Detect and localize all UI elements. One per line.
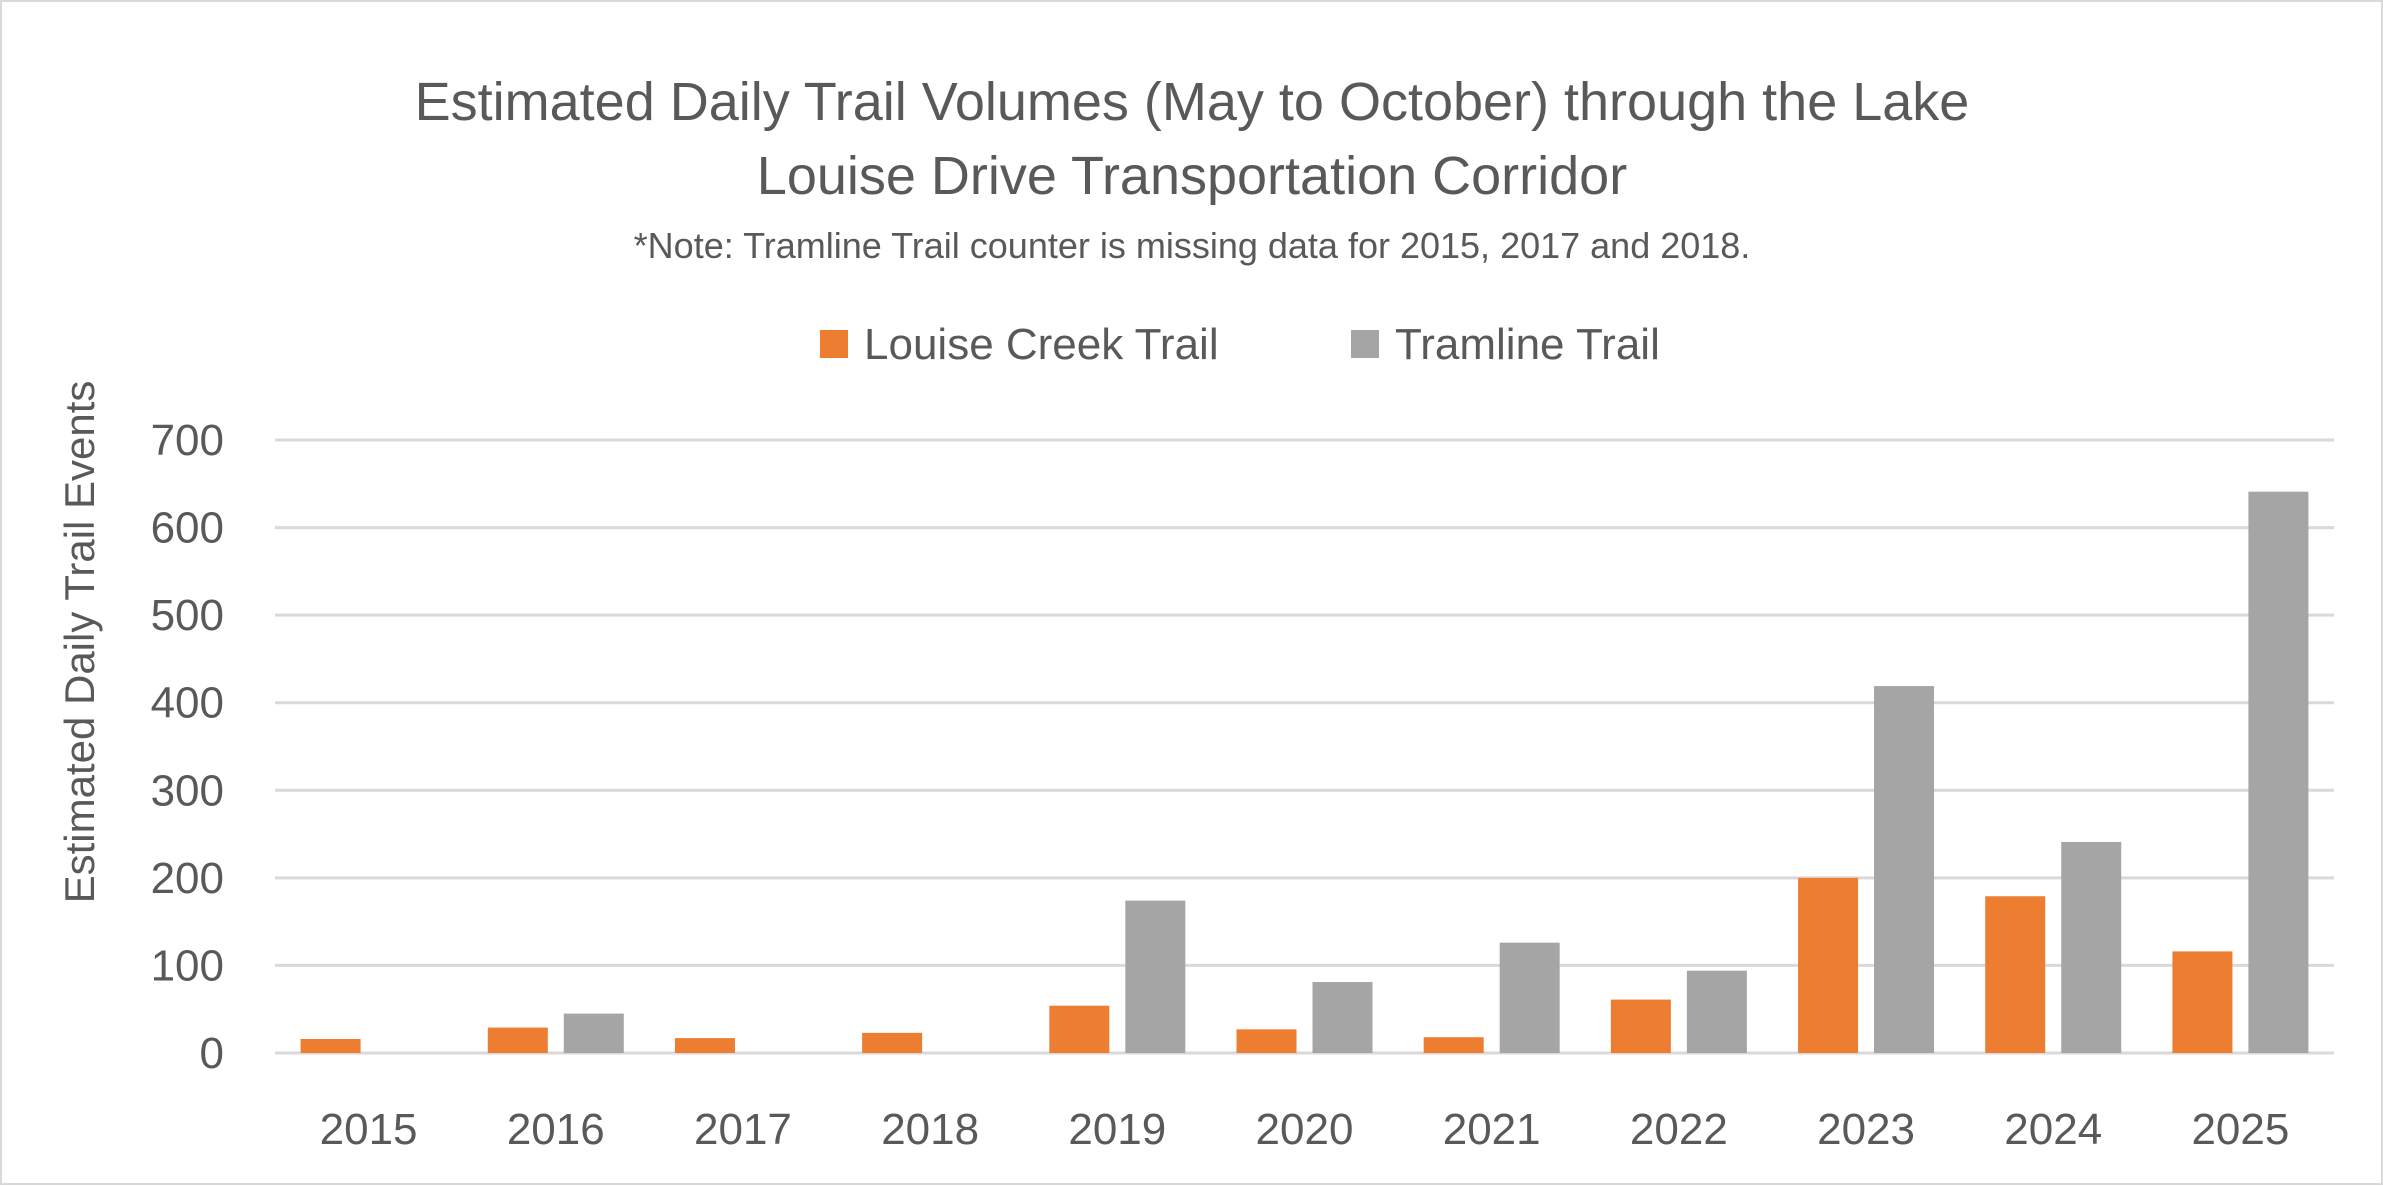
- x-tick-label: 2015: [320, 1105, 418, 1154]
- legend-label: Louise Creek Trail: [864, 320, 1219, 369]
- bar-tramline-trail-2022: [1686, 970, 1747, 1053]
- legend-swatch: [1351, 330, 1379, 358]
- x-tick-label: 2020: [1256, 1105, 1354, 1154]
- bar-louise-creek-trail-2017: [674, 1038, 735, 1053]
- bar-louise-creek-trail-2019: [1049, 1005, 1110, 1053]
- x-tick-label: 2018: [881, 1105, 979, 1154]
- x-tick-label: 2016: [507, 1105, 605, 1154]
- bar-louise-creek-trail-2022: [1610, 999, 1671, 1053]
- bar-tramline-trail-2020: [1312, 982, 1373, 1053]
- bar-tramline-trail-2016: [563, 1013, 624, 1053]
- bar-louise-creek-trail-2025: [2172, 951, 2233, 1053]
- x-tick-label: 2021: [1443, 1105, 1541, 1154]
- x-tick-label: 2024: [2004, 1105, 2102, 1154]
- bar-louise-creek-trail-2016: [487, 1027, 548, 1053]
- bar-tramline-trail-2025: [2248, 491, 2309, 1054]
- chart-title-line-2: Louise Drive Transportation Corridor: [757, 146, 1627, 206]
- chart-title-line-1: Estimated Daily Trail Volumes (May to Oc…: [415, 72, 1970, 132]
- y-tick-label: 400: [151, 679, 224, 728]
- bars: [300, 491, 2309, 1054]
- x-tick-label: 2023: [1817, 1105, 1915, 1154]
- x-tick-label: 2022: [1630, 1105, 1728, 1154]
- y-tick-label: 700: [151, 416, 224, 465]
- bar-louise-creek-trail-2015: [300, 1038, 361, 1053]
- bar-louise-creek-trail-2020: [1236, 1029, 1297, 1053]
- bar-tramline-trail-2019: [1125, 900, 1186, 1053]
- x-tick-label: 2017: [694, 1105, 792, 1154]
- bar-tramline-trail-2023: [1874, 686, 1935, 1053]
- bar-louise-creek-trail-2023: [1798, 877, 1859, 1053]
- y-tick-label: 300: [151, 766, 224, 815]
- bar-tramline-trail-2024: [2061, 841, 2122, 1053]
- y-tick-label: 600: [151, 504, 224, 553]
- bar-tramline-trail-2021: [1499, 942, 1560, 1053]
- bar-louise-creek-trail-2021: [1423, 1037, 1484, 1053]
- y-axis-label: Estimated Daily Trail Events: [56, 381, 103, 904]
- y-tick-label: 200: [151, 854, 224, 903]
- bar-louise-creek-trail-2024: [1985, 896, 2046, 1053]
- y-tick-label: 0: [200, 1029, 224, 1078]
- x-tick-label: 2019: [1068, 1105, 1166, 1154]
- x-tick-label: 2025: [2191, 1105, 2289, 1154]
- y-tick-label: 100: [151, 941, 224, 990]
- legend-swatch: [820, 330, 848, 358]
- legend-label: Tramline Trail: [1395, 320, 1660, 369]
- tick-labels: 0 100 200 300 400 500 600 700 2015 2016 2017 2018 20…: [151, 416, 2290, 1154]
- gridlines: [275, 438, 2334, 1055]
- y-tick-label: 500: [151, 591, 224, 640]
- legend: Louise Creek Trail Tramline Trail: [820, 320, 1660, 369]
- bar-louise-creek-trail-2018: [862, 1032, 923, 1053]
- chart-subtitle: *Note: Tramline Trail counter is missing…: [634, 225, 1751, 266]
